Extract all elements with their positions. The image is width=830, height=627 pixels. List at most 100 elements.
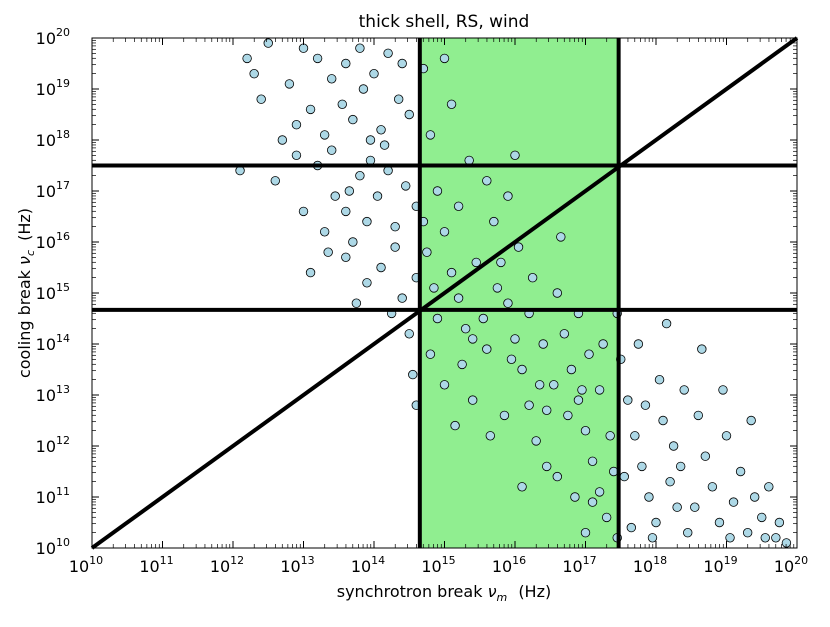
plot-area: [90, 36, 799, 550]
data-point: [668, 441, 679, 451]
data-point: [626, 522, 637, 533]
data-point: [327, 74, 337, 84]
data-point: [531, 436, 541, 446]
data-point: [746, 415, 756, 426]
data-point: [383, 165, 393, 176]
data-point: [429, 283, 439, 293]
data-point: [323, 247, 333, 257]
data-point: [355, 170, 365, 181]
data-point: [235, 165, 245, 176]
data-point: [707, 482, 718, 492]
x-tick-label: 1020: [774, 554, 808, 576]
data-point: [404, 109, 414, 120]
data-point: [700, 451, 711, 461]
data-point: [401, 181, 411, 191]
data-point: [439, 227, 450, 237]
data-point: [658, 415, 668, 426]
data-point: [397, 293, 407, 303]
data-point: [489, 216, 499, 227]
x-tick-label: 1017: [562, 554, 596, 576]
x-tick-label: 1011: [139, 554, 173, 576]
data-point: [291, 150, 302, 161]
data-point: [580, 528, 591, 538]
x-tick-labels: 1010 1011 1012 1013 1014 1015 1016 1017 1018 1019…: [69, 554, 808, 576]
data-point: [623, 395, 633, 405]
data-point: [721, 431, 732, 441]
data-point: [601, 512, 612, 523]
data-point: [425, 349, 436, 359]
data-point: [305, 104, 316, 115]
data-point: [464, 155, 474, 166]
shaded-band: [419, 38, 619, 548]
data-point: [450, 420, 460, 431]
data-point: [383, 48, 393, 59]
data-point: [362, 278, 372, 288]
data-point: [690, 502, 700, 512]
data-point: [633, 339, 644, 349]
data-point: [482, 176, 492, 186]
x-tick-label: 1014: [351, 554, 385, 576]
data-point: [327, 145, 337, 155]
data-point: [422, 247, 432, 257]
data-point: [337, 99, 347, 110]
data-point: [647, 533, 658, 543]
data-point: [506, 354, 517, 365]
data-point: [679, 385, 689, 395]
y-axis-label: cooling break νc (Hz): [15, 208, 38, 378]
y-tick-label: 1017: [36, 179, 70, 201]
data-point: [542, 461, 552, 472]
data-point: [693, 410, 704, 421]
diagonal-line: [90, 36, 799, 550]
data-point: [249, 68, 259, 79]
data-point: [587, 456, 598, 467]
data-point: [672, 502, 682, 512]
data-point: [341, 206, 351, 217]
data-point: [397, 58, 407, 69]
data-point: [344, 186, 355, 196]
data-point: [654, 375, 665, 385]
data-point: [760, 533, 770, 543]
data-point: [432, 313, 443, 324]
data-point: [485, 431, 496, 441]
data-point: [305, 267, 316, 278]
data-point: [348, 237, 358, 247]
data-point: [277, 135, 288, 145]
data-point: [369, 68, 379, 79]
y-tick-label: 1013: [36, 383, 70, 405]
data-point: [291, 119, 302, 130]
data-point: [492, 283, 503, 293]
data-point: [348, 114, 358, 125]
data-point: [376, 125, 386, 135]
data-point: [499, 410, 510, 421]
data-point: [425, 130, 436, 140]
data-point: [757, 512, 767, 523]
data-point: [270, 176, 281, 186]
data-point: [312, 53, 323, 64]
data-point: [457, 359, 467, 370]
data-point: [552, 471, 563, 482]
data-point: [534, 380, 545, 390]
data-point: [517, 482, 527, 492]
data-point: [513, 242, 524, 252]
data-point: [284, 79, 295, 89]
data-point: [524, 400, 534, 410]
data-point: [598, 339, 608, 349]
data-point: [393, 94, 404, 104]
data-point: [358, 84, 369, 94]
data-point: [341, 252, 351, 262]
data-point: [584, 349, 594, 359]
x-tick-label: 1018: [633, 554, 667, 576]
data-point: [432, 186, 443, 196]
chart-title: thick shell, RS, wind: [359, 12, 530, 32]
data-point: [408, 369, 418, 380]
data-point: [764, 482, 774, 492]
data-point: [390, 221, 400, 232]
x-tick-label: 1012: [210, 554, 244, 576]
data-point: [256, 94, 266, 104]
y-tick-label: 1015: [36, 281, 70, 303]
data-point: [404, 329, 414, 339]
data-point: [683, 528, 693, 538]
data-point: [365, 135, 376, 145]
data-point: [453, 201, 464, 212]
